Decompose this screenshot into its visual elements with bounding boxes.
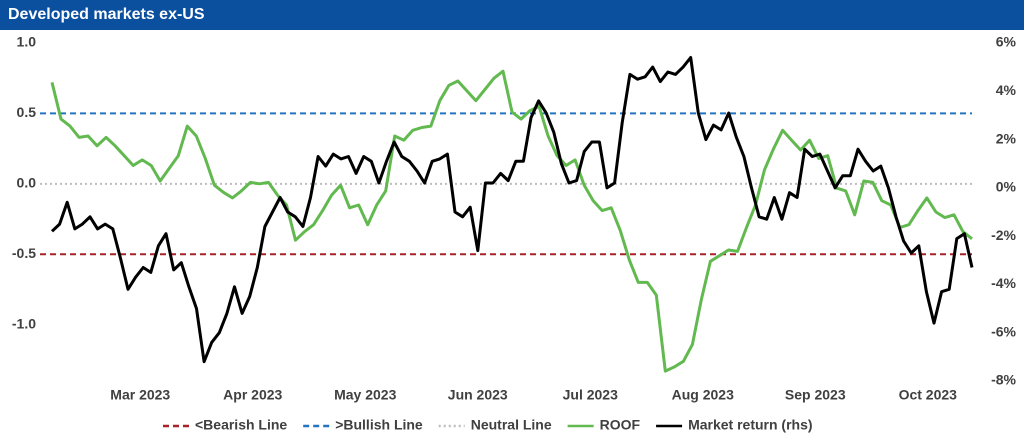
y-tick-label: 0.0 [17,175,37,191]
legend-label: ROOF [600,417,641,433]
series-line [50,69,973,373]
y2-tick-label: 0% [996,179,1017,195]
x-tick-label: Oct 2023 [899,387,958,403]
legend-label: <Bearish Line [195,417,287,433]
y-tick-label: -0.5 [12,245,36,261]
y2-tick-label: 2% [996,130,1017,146]
legend-label: Market return (rhs) [688,417,812,433]
y2-tick-label: -4% [991,275,1016,291]
y2-tick-label: 4% [996,82,1017,98]
y-tick-label: 1.0 [17,34,37,50]
y2-tick-label: -2% [991,227,1016,243]
x-tick-label: May 2023 [334,387,396,403]
legend-label: >Bullish Line [335,417,423,433]
x-tick-label: Mar 2023 [110,387,170,403]
x-tick-label: Jun 2023 [448,387,508,403]
y2-tick-label: 6% [996,34,1017,50]
title-bar [0,0,1024,30]
legend-label: Neutral Line [471,417,552,433]
y2-tick-label: -6% [991,323,1016,339]
chart-title: Developed markets ex-US [8,6,205,23]
x-tick-label: Apr 2023 [223,387,282,403]
x-tick-label: Sep 2023 [785,387,846,403]
y-tick-label: 0.5 [17,104,37,120]
y-tick-label: -1.0 [12,315,36,331]
series-line [50,56,974,364]
y2-tick-label: -8% [991,372,1016,388]
x-tick-label: Jul 2023 [563,387,618,403]
x-tick-label: Aug 2023 [672,387,734,403]
